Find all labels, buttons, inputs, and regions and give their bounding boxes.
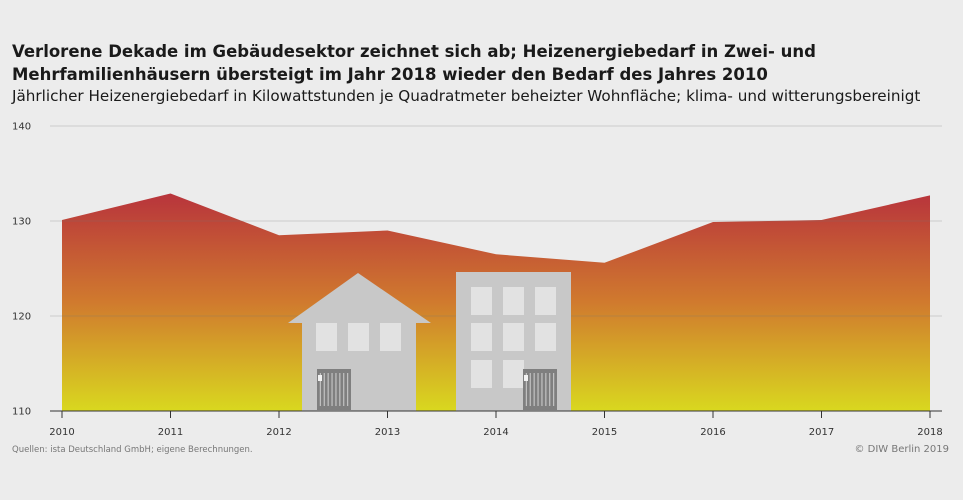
apartment-window	[503, 323, 524, 351]
apartment-window	[535, 323, 556, 351]
y-tick-label-120: 120	[12, 312, 31, 323]
y-tick-label-140: 140	[12, 122, 31, 133]
y-tick-label-130: 130	[12, 217, 31, 228]
source-note: Quellen: ista Deutschland GmbH; eigene B…	[12, 445, 253, 455]
chart-subtitle: Jährlicher Heizenergiebedarf in Kilowatt…	[12, 87, 921, 105]
data-point-2015	[603, 261, 606, 264]
data-point-2014	[495, 253, 498, 256]
x-tick-label-2016: 2016	[700, 427, 725, 438]
x-tick-label-2017: 2017	[809, 427, 834, 438]
radiator-icon	[317, 369, 351, 410]
house-window	[380, 323, 401, 351]
data-point-2013	[386, 229, 389, 232]
area-chart: 110 120 130 140 2010 2011 2012 2013 2014 2015 2016…	[12, 122, 943, 439]
x-tick-label-2015: 2015	[592, 427, 617, 438]
apartment-window	[471, 323, 492, 351]
data-point-2018	[929, 194, 932, 197]
buildings-illustration	[288, 272, 571, 411]
apartment-window	[503, 287, 524, 315]
house-window	[348, 323, 369, 351]
radiator-icon	[523, 369, 557, 410]
x-tick-label-2012: 2012	[266, 427, 291, 438]
data-point-2011	[169, 192, 172, 195]
chart-title: Verlorene Dekade im Gebäudesektor zeichn…	[12, 42, 816, 84]
house-window	[316, 323, 337, 351]
x-tick-label-2018: 2018	[917, 427, 942, 438]
apartment-window	[503, 360, 524, 388]
x-tick-label-2010: 2010	[49, 427, 74, 438]
y-tick-label-110: 110	[12, 407, 31, 418]
apartment-window	[535, 287, 556, 315]
apartment-window	[471, 360, 492, 388]
data-point-2012	[278, 234, 281, 237]
x-tick-label-2013: 2013	[375, 427, 400, 438]
copyright-note: © DIW Berlin 2019	[854, 444, 949, 455]
apartment-window	[471, 287, 492, 315]
x-tick-label-2014: 2014	[483, 427, 508, 438]
x-tick-label-2011: 2011	[158, 427, 183, 438]
house-roof	[288, 273, 431, 323]
